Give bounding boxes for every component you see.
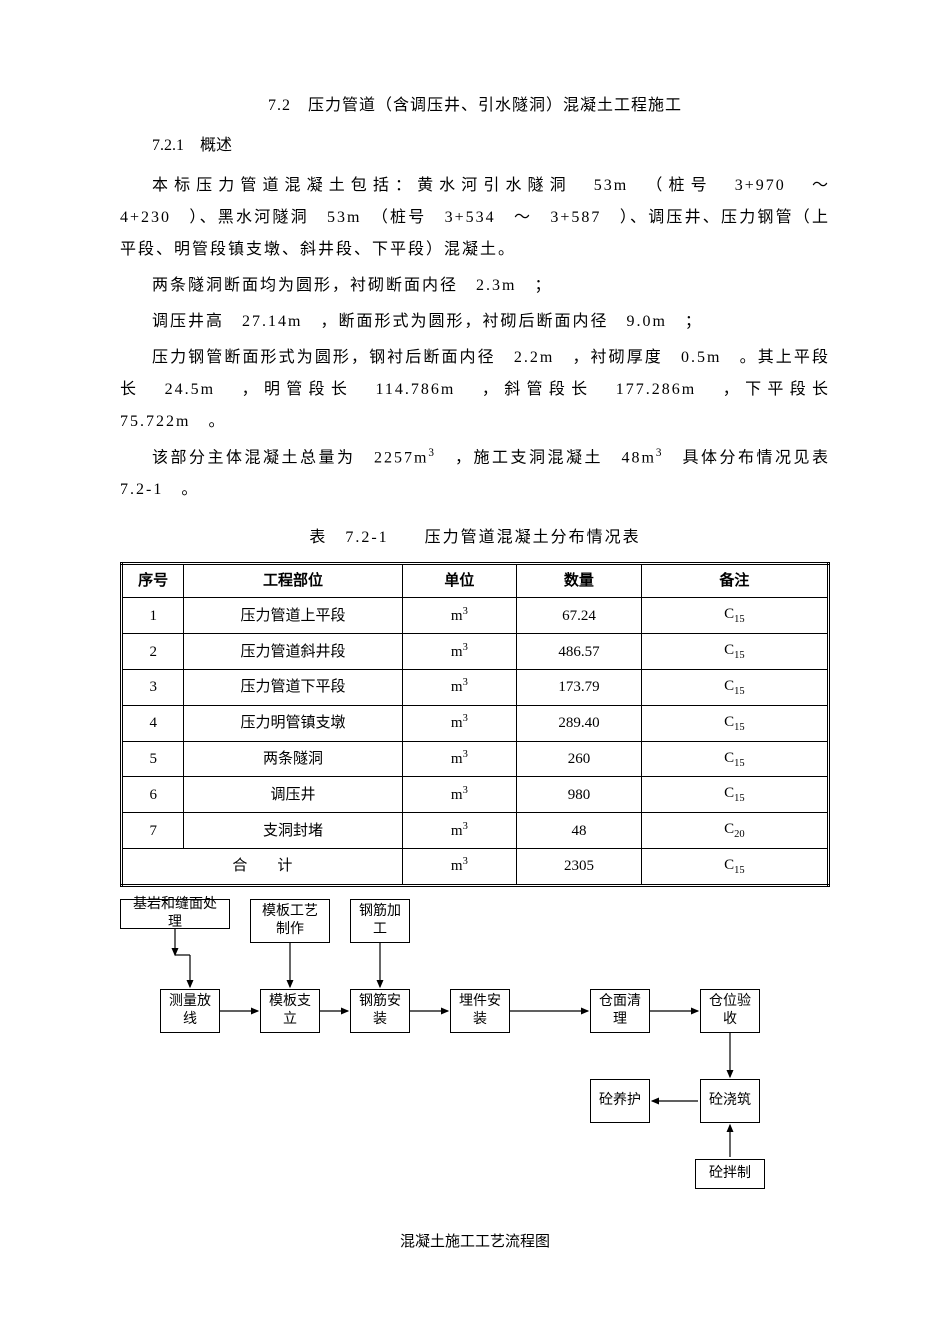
cell-remark: C15: [641, 777, 828, 813]
cell-unit: m3: [402, 669, 516, 705]
th-qty: 数量: [517, 564, 642, 598]
table-row: 3 压力管道下平段 m3 173.79 C15: [122, 669, 829, 705]
para5-part1: 该部分主体混凝土总量为 2257m: [152, 449, 428, 466]
paragraph-3: 调压井高 27.14m ，断面形式为圆形，衬砌后断面内径 9.0m ；: [120, 306, 830, 338]
cell-remark: C15: [641, 741, 828, 777]
table-row: 2 压力管道斜井段 m3 486.57 C15: [122, 634, 829, 670]
cell: 1: [122, 598, 184, 634]
distribution-table: 序号 工程部位 单位 数量 备注 1 压力管道上平段 m3 67.24 C15 …: [120, 562, 830, 886]
cell: 4: [122, 705, 184, 741]
paragraph-2: 两条隧洞断面均为圆形，衬砌断面内径 2.3m ；: [120, 270, 830, 302]
cell-total-label: 合 计: [122, 848, 403, 885]
flowchart-caption: 混凝土施工工艺流程图: [120, 1227, 830, 1257]
cell-remark: C15: [641, 705, 828, 741]
table-row: 6 调压井 m3 980 C15: [122, 777, 829, 813]
th-part: 工程部位: [184, 564, 402, 598]
para5-part2: ，施工支洞混凝土 48m: [436, 449, 656, 466]
cell: 173.79: [517, 669, 642, 705]
cell-remark: C15: [641, 634, 828, 670]
cell: 289.40: [517, 705, 642, 741]
cell-remark: C15: [641, 669, 828, 705]
th-remark: 备注: [641, 564, 828, 598]
cell-remark: C20: [641, 813, 828, 849]
section-heading-7-2: 7.2 压力管道（含调压井、引水隧洞）混凝土工程施工: [120, 90, 830, 122]
cell: 67.24: [517, 598, 642, 634]
superscript-3: 3: [428, 447, 436, 459]
cell: 3: [122, 669, 184, 705]
cell: 压力明管镇支墩: [184, 705, 402, 741]
th-unit: 单位: [402, 564, 516, 598]
paragraph-4: 压力钢管断面形式为圆形，钢衬后断面内径 2.2m ，衬砌厚度 0.5m 。其上平…: [120, 342, 830, 438]
table-row: 5 两条隧洞 m3 260 C15: [122, 741, 829, 777]
table-row: 7 支洞封堵 m3 48 C20: [122, 813, 829, 849]
cell-unit: m3: [402, 634, 516, 670]
cell-remark: C15: [641, 598, 828, 634]
cell-remark: C15: [641, 848, 828, 885]
cell: 980: [517, 777, 642, 813]
table-title: 表 7.2-1 压力管道混凝土分布情况表: [120, 522, 830, 554]
cell: 调压井: [184, 777, 402, 813]
cell: 6: [122, 777, 184, 813]
cell: 压力管道斜井段: [184, 634, 402, 670]
cell: 两条隧洞: [184, 741, 402, 777]
cell: 5: [122, 741, 184, 777]
cell-unit: m3: [402, 777, 516, 813]
table-row: 1 压力管道上平段 m3 67.24 C15: [122, 598, 829, 634]
section-heading-7-2-1: 7.2.1 概述: [120, 130, 830, 162]
table-total-row: 合 计 m3 2305 C15: [122, 848, 829, 885]
cell-unit: m3: [402, 598, 516, 634]
table-row: 4 压力明管镇支墩 m3 289.40 C15: [122, 705, 829, 741]
cell: 2: [122, 634, 184, 670]
cell-unit: m3: [402, 813, 516, 849]
cell: 压力管道上平段: [184, 598, 402, 634]
cell-unit: m3: [402, 848, 516, 885]
flowchart: 基岩和缝面处理 模板工艺制作 钢筋加工 测量放线 模板支立 钢筋安装 埋件安装 …: [120, 899, 840, 1219]
cell: 486.57: [517, 634, 642, 670]
table-header-row: 序号 工程部位 单位 数量 备注: [122, 564, 829, 598]
paragraph-5: 该部分主体混凝土总量为 2257m3 ，施工支洞混凝土 48m3 具体分布情况见…: [120, 442, 830, 506]
paragraph-1: 本标压力管道混凝土包括：黄水河引水隧洞 53m （桩号 3+970 ～ 4+23…: [120, 170, 830, 266]
cell-unit: m3: [402, 741, 516, 777]
superscript-3b: 3: [656, 447, 664, 459]
cell: 压力管道下平段: [184, 669, 402, 705]
cell: 支洞封堵: [184, 813, 402, 849]
cell: 7: [122, 813, 184, 849]
cell: 260: [517, 741, 642, 777]
cell-unit: m3: [402, 705, 516, 741]
th-seq: 序号: [122, 564, 184, 598]
flow-arrows: [120, 899, 840, 1199]
cell: 2305: [517, 848, 642, 885]
cell: 48: [517, 813, 642, 849]
